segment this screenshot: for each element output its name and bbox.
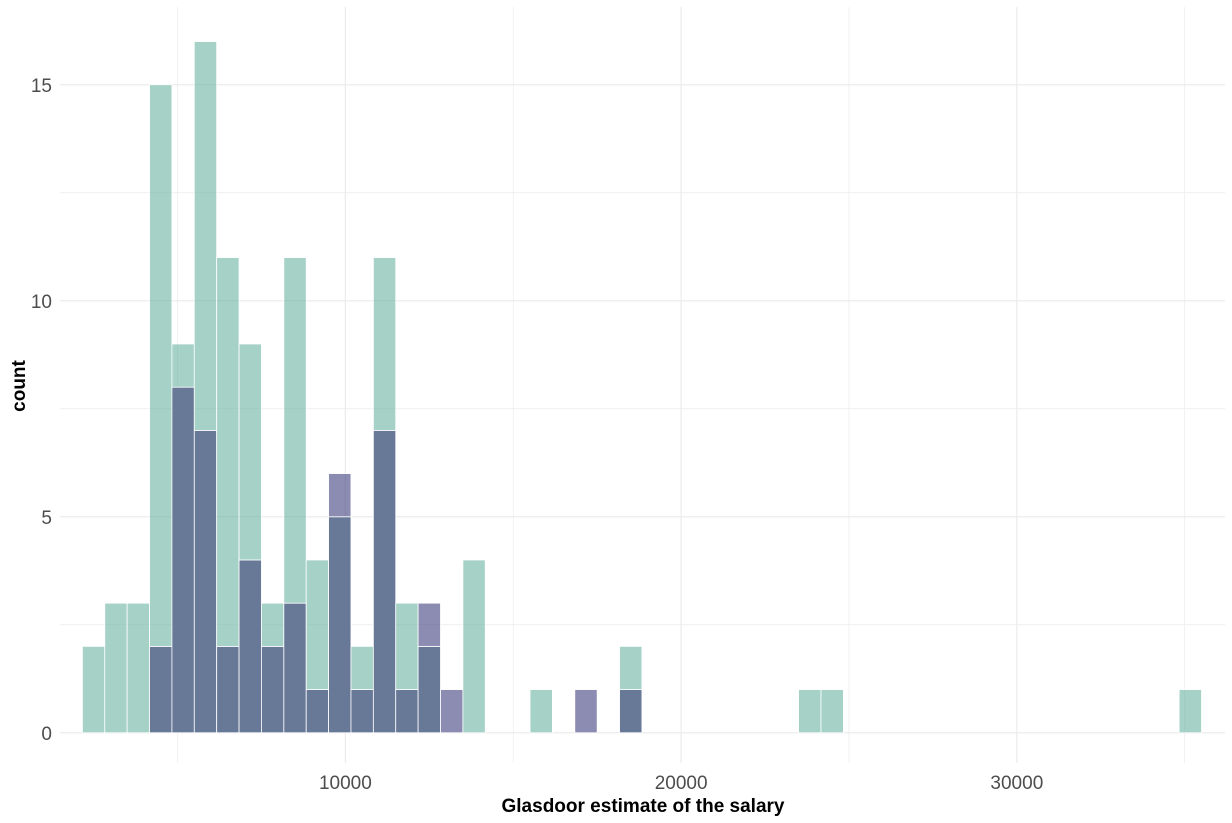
overlap-bar: [193, 429, 218, 734]
y-tick-label: 5: [41, 508, 52, 529]
x-axis-title: Glasdoor estimate of the salary: [502, 796, 785, 817]
x-tick-label: 20000: [655, 773, 708, 794]
overlap-bar: [328, 516, 352, 734]
series-a-bar: [193, 41, 218, 431]
overlap-bar: [350, 689, 374, 734]
series-b-bar: [574, 689, 598, 734]
tick-labels: 10000 20000 30000 0 5 10 15: [31, 76, 1043, 794]
series-a-bar: [372, 257, 397, 431]
overlap-bar: [238, 559, 262, 734]
series-a-bar: [283, 257, 307, 604]
series-a-bar: [216, 257, 240, 647]
overlap-bar: [149, 645, 173, 734]
overlap-bar: [395, 689, 419, 734]
y-axis-title: count: [9, 359, 30, 411]
series-a-bar: [1178, 689, 1202, 734]
overlap-bar: [305, 689, 329, 734]
y-tick-label: 0: [41, 724, 52, 745]
series-a-bar: [305, 559, 329, 690]
series-a-bar: [81, 645, 106, 734]
overlap-bar: [261, 645, 285, 734]
x-tick-label: 30000: [990, 773, 1043, 794]
overlap-bar: [216, 645, 240, 734]
series-a-bar: [798, 689, 822, 734]
series-a-bar: [395, 602, 419, 690]
series-b-bar: [417, 602, 441, 647]
histogram-bars: [81, 41, 1202, 734]
series-a-bar: [104, 602, 128, 734]
overlap-bar: [372, 429, 397, 734]
y-tick-label: 15: [31, 76, 52, 97]
overlap-bar: [417, 645, 441, 734]
series-b-bar: [328, 473, 352, 518]
x-tick-label: 10000: [319, 773, 372, 794]
series-a-bar: [261, 602, 285, 647]
series-a-bar: [238, 343, 262, 561]
overlap-bar: [283, 602, 307, 734]
series-a-bar: [462, 559, 486, 734]
series-a-bar: [619, 645, 643, 690]
y-tick-label: 10: [31, 292, 52, 313]
series-a-bar: [171, 343, 195, 388]
series-a-bar: [529, 689, 553, 734]
series-a-bar: [350, 645, 374, 690]
series-a-bar: [126, 602, 150, 734]
series-b-bar: [440, 689, 464, 734]
overlap-bar: [171, 386, 195, 734]
series-a-bar: [149, 84, 173, 647]
series-a-bar: [820, 689, 844, 734]
overlap-bar: [619, 689, 643, 734]
